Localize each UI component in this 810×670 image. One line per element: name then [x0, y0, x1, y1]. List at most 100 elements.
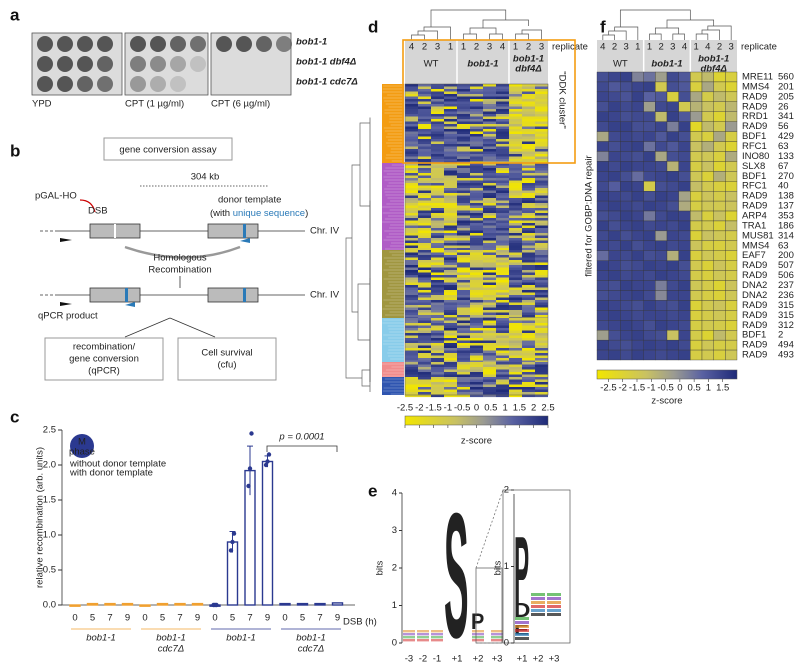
logo-noise [515, 617, 529, 620]
row-site: 315 [778, 300, 794, 311]
heatmap-cell [620, 320, 633, 331]
heatmap-texture-cell [535, 154, 548, 157]
heatmap-texture-cell [535, 228, 548, 231]
heatmap-texture-cell [444, 104, 457, 107]
dsb-label: DSB [88, 206, 108, 217]
heatmap-texture-cell [535, 280, 548, 283]
heatmap-cell [690, 161, 703, 172]
heatmap-cell [620, 230, 633, 242]
heatmap-texture-cell [509, 310, 522, 313]
heatmap-texture-cell [470, 89, 483, 92]
heatmap-texture-cell [444, 262, 457, 266]
heatmap-texture-cell [418, 350, 431, 354]
heatmap-texture-cell [522, 389, 535, 393]
heatmap-texture-cell [509, 277, 522, 281]
heatmap-texture-cell [457, 230, 470, 234]
heatmap-texture-cell [418, 260, 431, 263]
heatmap-texture-cell [470, 101, 483, 105]
heatmap-cell [690, 131, 703, 142]
heatmap-texture-cell [405, 203, 418, 206]
heatmap-texture-cell [470, 312, 483, 316]
heatmap-texture [405, 84, 548, 398]
heatmap-texture-cell [418, 86, 431, 90]
heatmap-texture-cell [444, 343, 457, 346]
heatmap-texture-cell [418, 170, 431, 174]
heatmap-texture-cell [431, 91, 444, 95]
heatmap-cell [666, 181, 679, 192]
heatmap-texture-cell [444, 111, 457, 115]
row-gene: MMS4 [742, 240, 769, 251]
heatmap-texture-cell [405, 109, 418, 112]
heatmap-cell [643, 250, 656, 261]
heatmap-texture-cell [483, 233, 496, 236]
heatmap-texture-cell [470, 230, 483, 234]
heatmap-texture-cell [444, 185, 457, 189]
row-gene: BDF1 [742, 131, 766, 142]
heatmap-texture-cell [496, 355, 509, 359]
heatmap-texture-cell [444, 297, 457, 301]
heatmap-cell [643, 71, 656, 83]
heatmap-texture-cell [431, 297, 444, 301]
heatmap-texture-cell [418, 200, 431, 204]
heatmap-texture-cell [418, 141, 431, 145]
heatmap-texture-cell [509, 338, 522, 341]
unique-seq [125, 288, 128, 302]
heatmap-cell [713, 131, 726, 142]
heatmap-texture-cell [470, 330, 483, 334]
heatmap-texture-cell [483, 285, 496, 288]
heatmap-texture-cell [522, 225, 535, 229]
heatmap-texture-cell [509, 170, 522, 174]
heatmap-texture-cell [470, 195, 483, 199]
heatmap-texture-cell [457, 210, 470, 214]
heatmap-texture-cell [431, 379, 444, 383]
heatmap-cell [655, 181, 668, 192]
heatmap-texture-cell [522, 109, 535, 112]
heatmap-cell [655, 101, 668, 112]
group-label: cdc7Δ [298, 644, 324, 655]
heatmap-texture-cell [535, 360, 548, 364]
heatmap-texture-cell [405, 353, 418, 356]
heatmap-texture-cell [431, 248, 444, 251]
heatmap-texture-cell [444, 367, 457, 370]
heatmap-texture-cell [483, 144, 496, 147]
readout-label: (cfu) [218, 360, 237, 371]
heatmap-texture-cell [496, 392, 509, 395]
heatmap-texture-cell [444, 287, 457, 291]
heatmap-texture-cell [405, 193, 418, 196]
heatmap-texture-cell [496, 262, 509, 266]
heatmap-texture-cell [405, 151, 418, 155]
heatmap-cell [620, 91, 633, 102]
heatmap-texture-cell [522, 338, 535, 341]
heatmap-cell [701, 290, 714, 301]
heatmap-texture-cell [444, 233, 457, 236]
heatmap-texture-cell [431, 350, 444, 354]
heatmap-texture-cell [418, 297, 431, 301]
heatmap-texture-cell [431, 84, 444, 87]
heatmap-texture-cell [522, 262, 535, 266]
heatmap-texture-cell [418, 168, 431, 171]
heatmap-texture-cell [496, 205, 509, 209]
heatmap-texture-cell [509, 91, 522, 95]
dsb-arrow [79, 199, 96, 213]
heatmap-texture-cell [418, 382, 431, 385]
heatmap-cell [701, 320, 714, 331]
logo-noise [431, 636, 443, 639]
heatmap-cell [713, 230, 726, 242]
heatmap-texture-cell [483, 185, 496, 189]
heatmap-texture-cell [405, 99, 418, 102]
heatmap-texture-cell [496, 180, 509, 184]
heatmap-texture-cell [405, 136, 418, 140]
logo-letter: P [514, 516, 529, 623]
heatmap-cell [596, 220, 609, 232]
heatmap-texture-cell [535, 318, 548, 321]
heatmap-texture-cell [457, 290, 470, 293]
heatmap-texture-cell [522, 275, 535, 278]
heatmap-cell [631, 101, 644, 112]
colorbar-tick-label: 0 [677, 383, 682, 394]
heatmap-texture-cell [418, 384, 431, 388]
heatmap-texture-cell [457, 282, 470, 286]
heatmap-texture-cell [509, 131, 522, 135]
heatmap-texture-cell [405, 262, 418, 266]
heatmap-texture-cell [509, 111, 522, 115]
heatmap-texture-cell [405, 149, 418, 152]
